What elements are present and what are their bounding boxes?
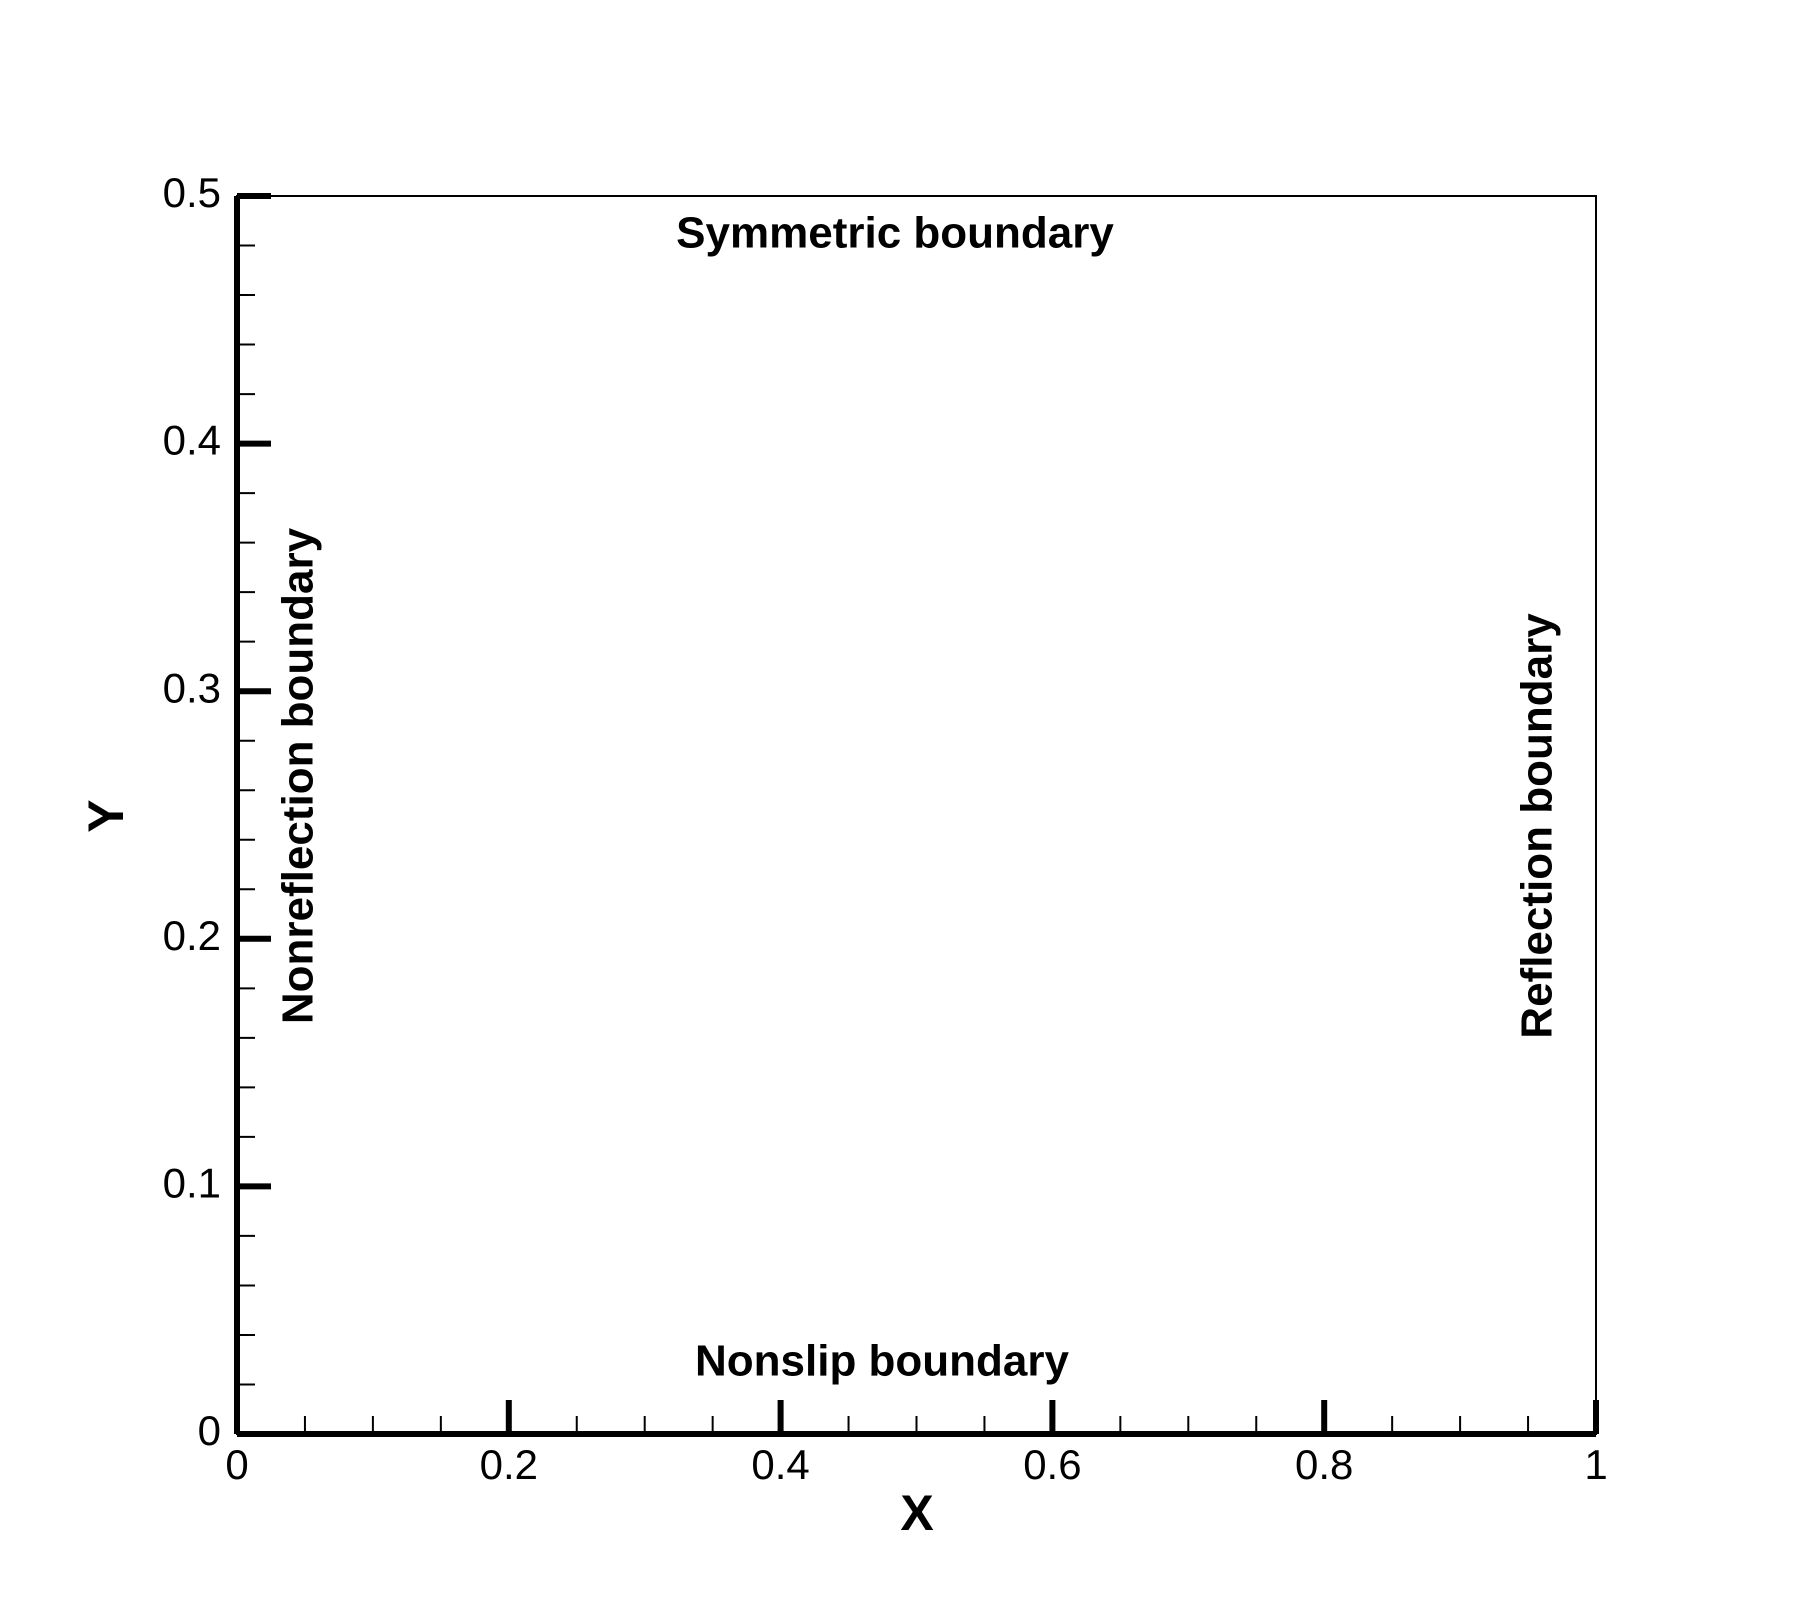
y-tick-label: 0	[198, 1407, 221, 1454]
annotation: Reflection boundary	[1513, 613, 1562, 1039]
x-tick-label: 0.8	[1295, 1441, 1353, 1488]
annotation: Nonslip boundary	[695, 1337, 1070, 1386]
annotation: Symmetric boundary	[676, 209, 1114, 258]
x-tick-label: 0.4	[751, 1441, 809, 1488]
x-tick-label: 0.2	[480, 1441, 538, 1488]
annotation: Nonreflection boundary	[274, 527, 323, 1024]
y-tick-label: 0.2	[163, 912, 221, 959]
y-tick-label: 0.1	[163, 1159, 221, 1206]
x-tick-label: 0	[225, 1441, 248, 1488]
x-tick-label: 1	[1584, 1441, 1607, 1488]
y-tick-label: 0.5	[163, 169, 221, 216]
y-tick-label: 0.4	[163, 417, 221, 464]
x-tick-label: 0.6	[1023, 1441, 1081, 1488]
plot-frame	[236, 195, 1597, 1435]
y-tick-label: 0.3	[163, 664, 221, 711]
y-axis-label: Y	[78, 799, 134, 832]
x-axis-label: X	[900, 1485, 933, 1541]
